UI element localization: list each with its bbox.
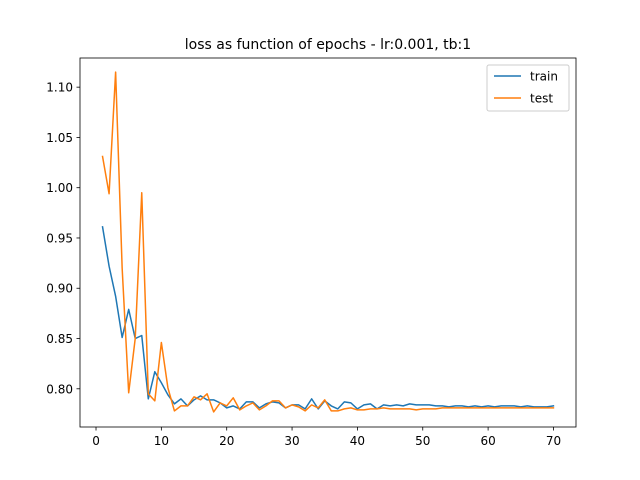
legend-label-test: test [530,92,553,106]
y-tick-label-6: 1.10 [46,81,73,95]
y-tick-label-5: 1.05 [46,131,73,145]
y-tick-label-2: 0.90 [46,282,73,296]
y-tick-label-3: 0.95 [46,231,73,245]
x-tick-label-20: 20 [219,434,234,448]
y-tick-label-1: 0.85 [46,332,73,346]
x-tick-label-30: 30 [284,434,299,448]
series-line-train [101,226,555,410]
x-tick-label-0: 0 [92,434,100,448]
plot-area [101,71,555,413]
series-line-test [101,71,555,413]
y-tick-label-0: 0.80 [46,382,73,396]
x-tick-label-60: 60 [480,434,495,448]
axes-frame [79,57,577,428]
x-tick-label-50: 50 [415,434,430,448]
chart-title: loss as function of epochs - lr:0.001, t… [185,37,471,53]
legend: train test [486,64,570,112]
axes: 0 10 20 30 40 50 60 70 0.80 0.85 0.90 0.95 1.00 1.05 1… [46,57,577,448]
x-tick-label-70: 70 [546,434,561,448]
legend-label-train: train [530,70,558,84]
x-tick-label-40: 40 [350,434,365,448]
y-tick-label-4: 1.00 [46,181,73,195]
x-tick-label-10: 10 [154,434,169,448]
